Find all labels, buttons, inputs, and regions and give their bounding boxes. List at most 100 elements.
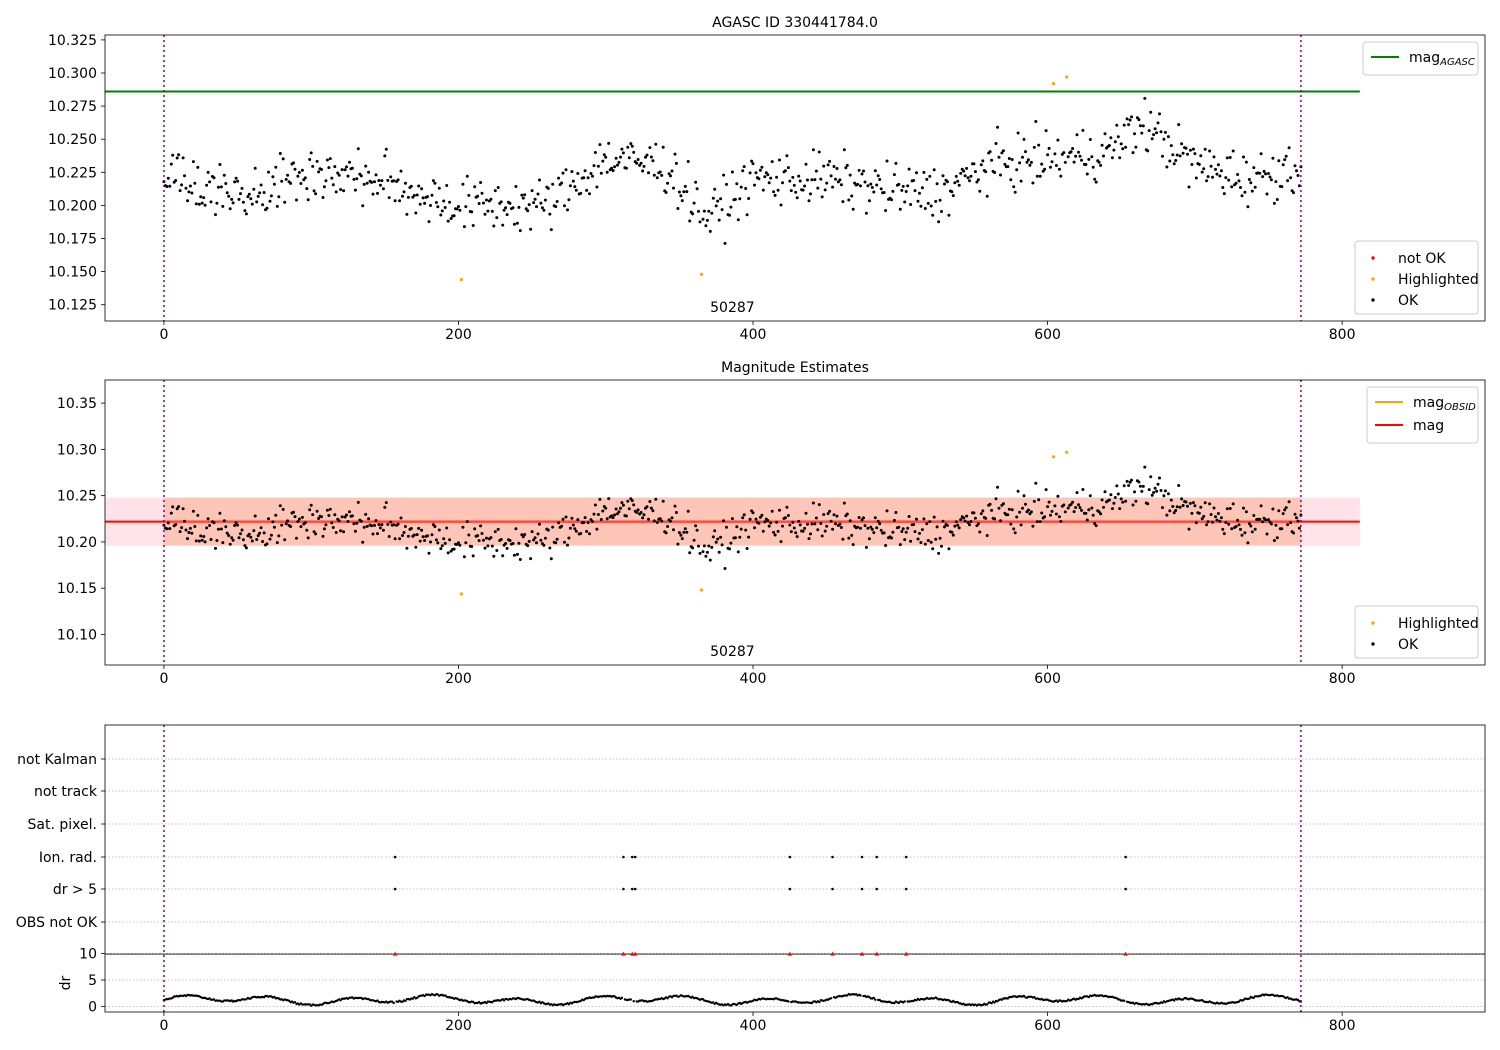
ok-point — [730, 517, 734, 521]
ok-point — [834, 177, 837, 181]
ok-point — [292, 510, 295, 514]
ok-point — [717, 218, 721, 222]
ok-point — [1053, 152, 1057, 156]
ok-point — [1007, 507, 1011, 511]
ok-point — [728, 213, 731, 217]
ok-point — [499, 200, 503, 204]
dr-point — [691, 995, 694, 998]
dr-point — [1056, 1000, 1060, 1003]
ok-point — [314, 532, 318, 536]
ok-point — [753, 526, 756, 530]
ok-point — [708, 558, 712, 562]
legend-point-swatch — [1371, 621, 1375, 625]
ok-point — [984, 516, 988, 520]
ok-point — [766, 173, 770, 177]
ok-point — [872, 190, 876, 194]
flag-point — [904, 855, 908, 859]
x-tick-label: 0 — [159, 671, 168, 687]
dr-point — [538, 1000, 541, 1003]
ok-point — [1072, 510, 1076, 514]
ok-point — [1119, 497, 1123, 501]
ok-point — [711, 535, 715, 539]
ok-point — [579, 532, 583, 535]
ok-point — [1216, 512, 1220, 515]
ok-point — [621, 151, 625, 155]
ok-point — [1244, 510, 1248, 514]
ok-point — [215, 539, 219, 542]
ok-point — [477, 539, 481, 543]
ok-point — [673, 152, 677, 156]
y-tick-label: 10.10 — [57, 627, 97, 643]
ok-point — [928, 174, 932, 178]
ok-point — [190, 191, 194, 195]
ok-point — [648, 146, 652, 150]
legend-box — [1354, 605, 1479, 659]
ok-point — [932, 168, 936, 172]
ok-point — [781, 524, 784, 528]
ok-point — [1013, 531, 1017, 535]
ok-point — [1184, 500, 1188, 504]
ok-point — [191, 160, 195, 164]
ok-point — [781, 181, 784, 185]
legend-label: OK — [1398, 637, 1419, 653]
ok-point — [1071, 500, 1075, 504]
dr-point — [404, 999, 407, 1003]
ok-point — [857, 168, 861, 172]
ok-point — [418, 202, 422, 206]
ok-point — [1234, 181, 1238, 185]
ok-point — [312, 530, 316, 534]
ok-point — [850, 194, 854, 198]
ok-point — [614, 156, 618, 160]
ok-point — [789, 530, 793, 534]
ok-point — [943, 525, 946, 529]
ok-point — [548, 546, 552, 550]
ok-point — [676, 207, 680, 210]
ok-point — [912, 523, 916, 526]
ok-point — [1211, 520, 1214, 524]
ok-point — [461, 182, 465, 186]
flag-row-label: Ion. rad. — [39, 850, 97, 866]
ok-point — [566, 543, 569, 547]
ok-point — [560, 524, 564, 528]
flag-point — [860, 887, 864, 891]
ok-point — [457, 205, 460, 208]
ok-point — [568, 526, 572, 530]
ok-point — [393, 537, 397, 541]
ok-point — [355, 521, 359, 525]
ok-point — [1169, 144, 1173, 148]
ok-point — [931, 547, 935, 551]
ok-point — [219, 527, 223, 531]
ok-point — [940, 544, 943, 548]
ok-point — [214, 546, 217, 550]
ok-point — [713, 187, 717, 191]
ok-point — [1174, 159, 1178, 162]
ok-point — [598, 143, 602, 147]
ok-point — [1218, 519, 1222, 523]
ok-point — [698, 551, 702, 555]
ok-point — [943, 182, 946, 186]
ok-point — [1211, 175, 1214, 179]
ok-point — [1078, 506, 1082, 510]
ok-point — [515, 552, 519, 556]
ok-point — [473, 527, 477, 531]
ok-point — [1234, 525, 1238, 528]
ok-point — [954, 174, 958, 178]
ok-point — [838, 178, 842, 182]
ok-point — [308, 508, 312, 512]
ok-point — [1115, 484, 1119, 488]
x-tick-label: 0 — [159, 327, 168, 343]
ok-point — [744, 187, 748, 190]
ok-point — [256, 194, 260, 198]
ok-point — [1156, 121, 1160, 125]
ok-point — [825, 181, 829, 185]
ok-point — [576, 518, 580, 522]
ok-point — [950, 530, 954, 534]
ok-point — [801, 529, 805, 533]
ok-point — [1236, 518, 1240, 522]
ok-point — [350, 166, 354, 170]
ok-point — [672, 528, 675, 532]
ok-point — [520, 193, 524, 197]
ok-point — [988, 150, 992, 154]
ok-point — [941, 519, 945, 523]
ok-point — [564, 515, 568, 519]
